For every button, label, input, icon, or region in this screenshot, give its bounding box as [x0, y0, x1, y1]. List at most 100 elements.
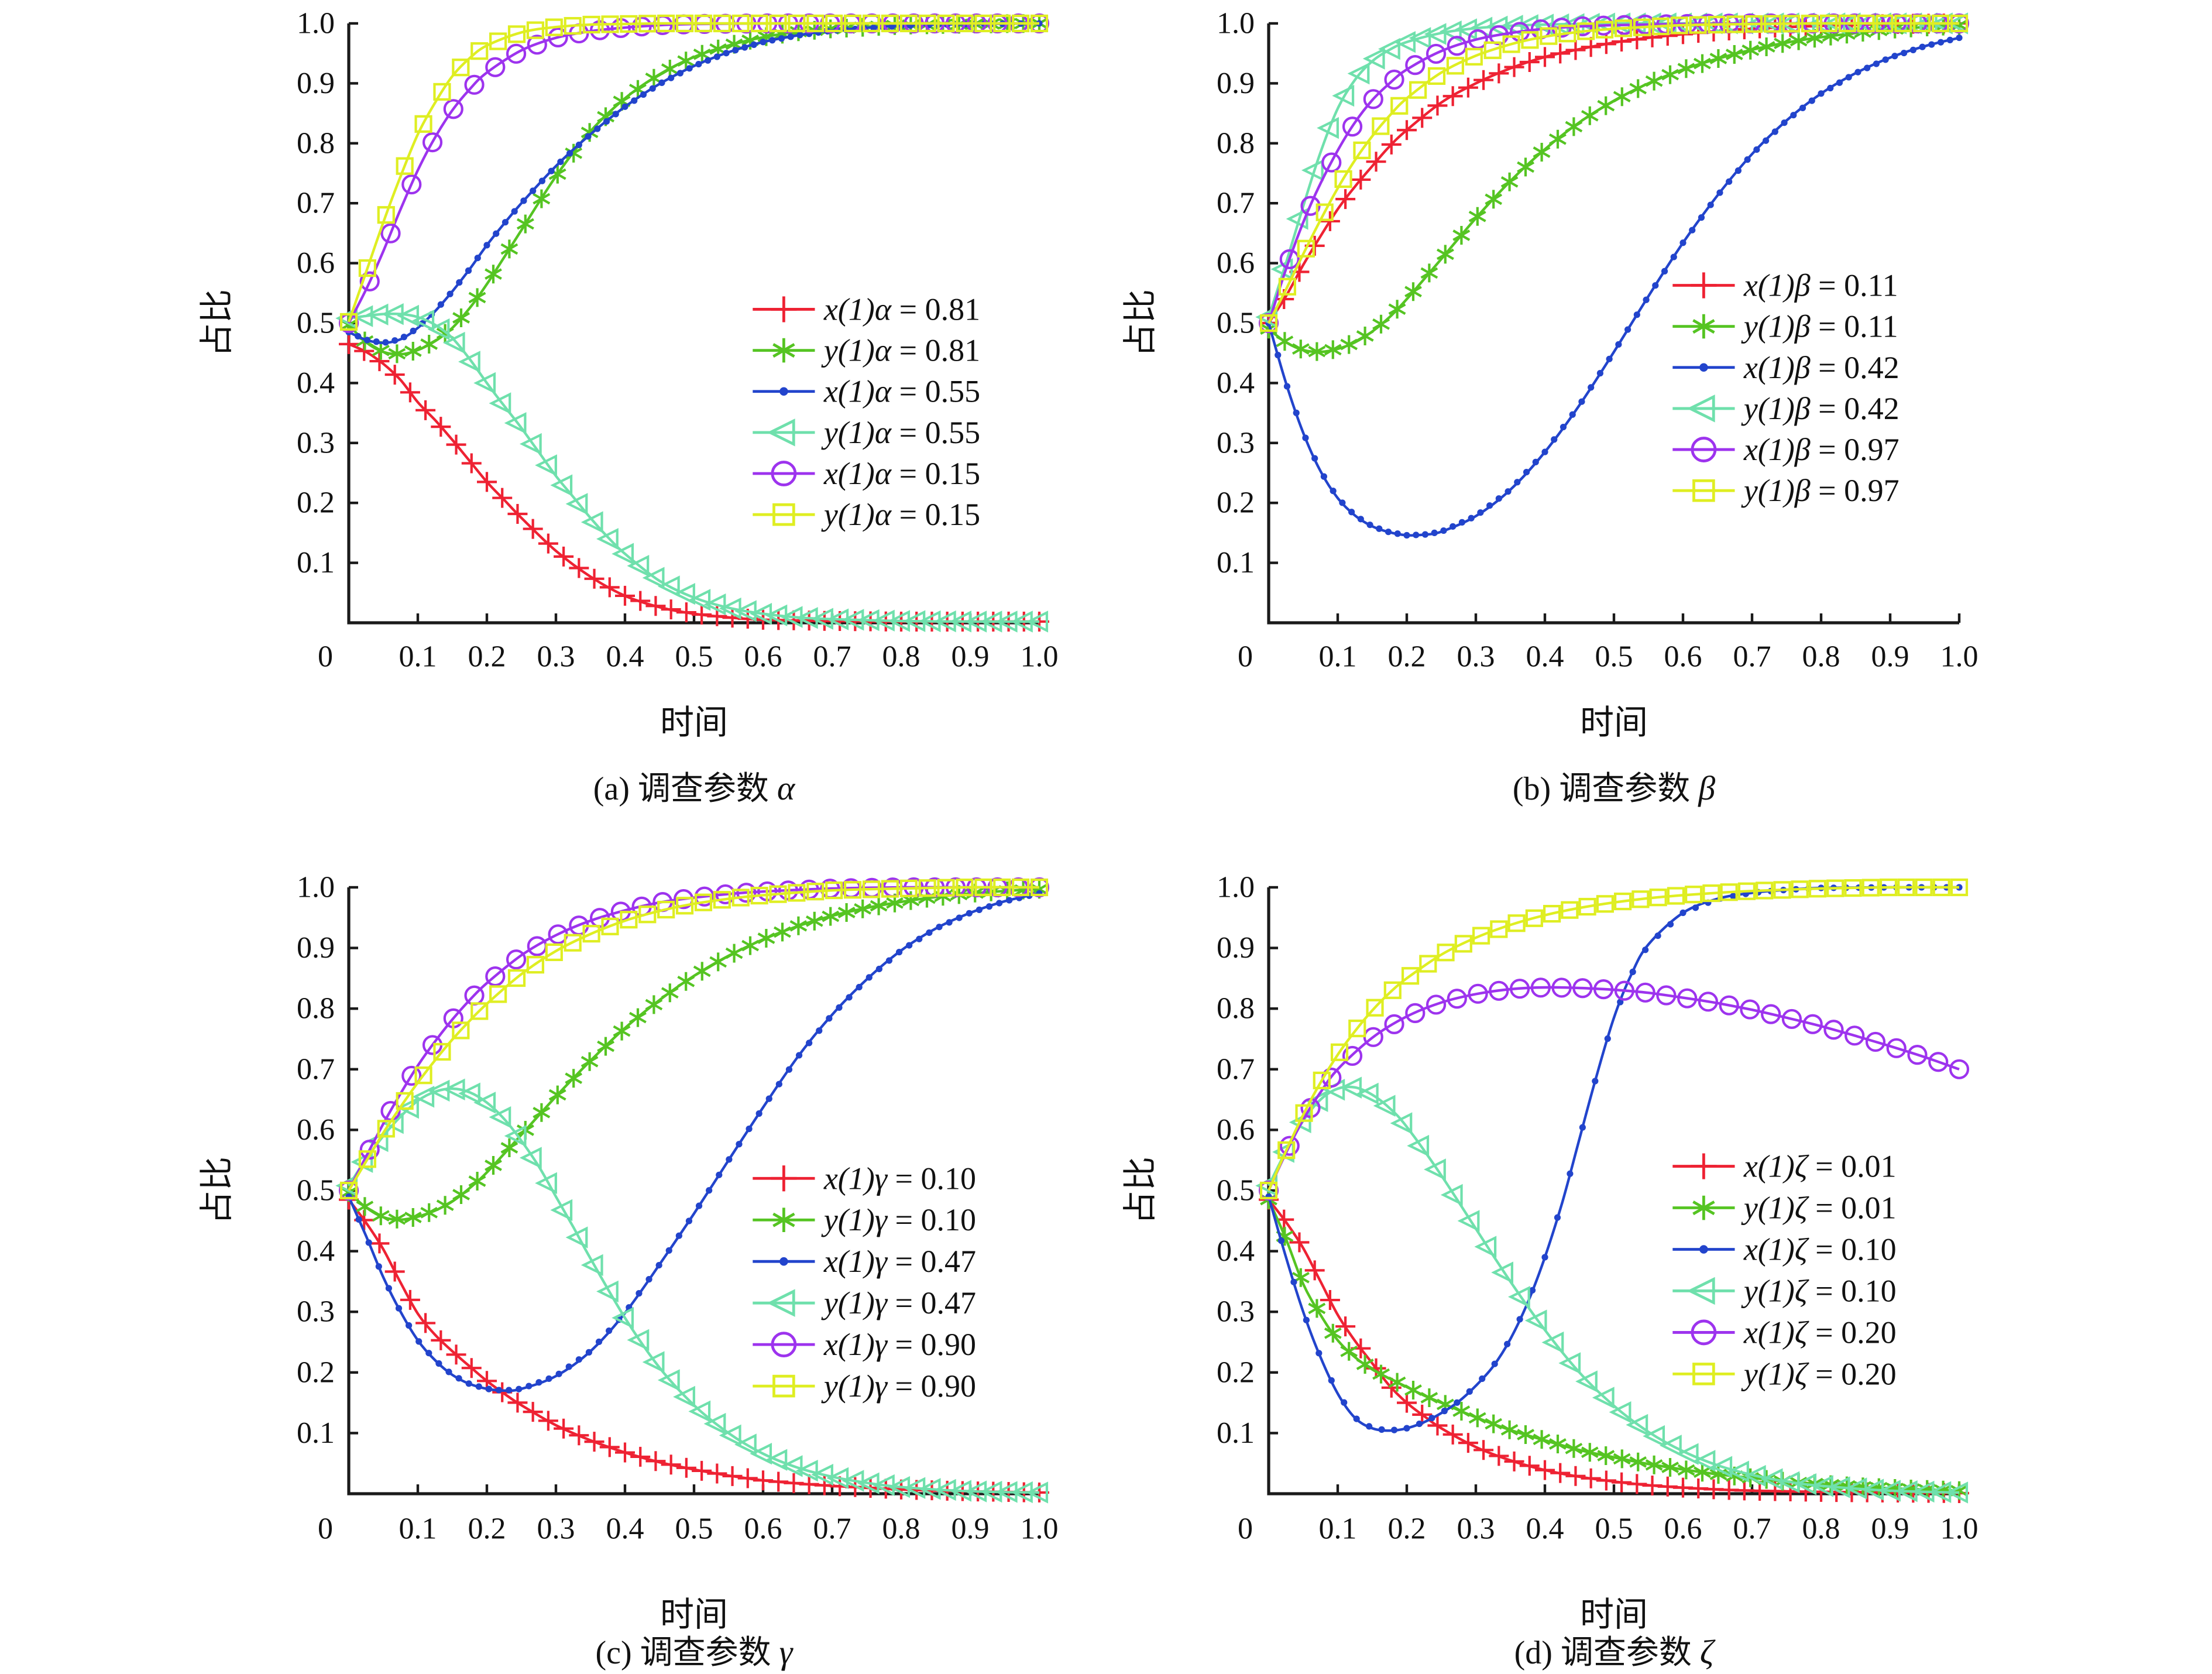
y-tick-label: 0.1 — [297, 546, 335, 579]
y-tick-label: 0.6 — [297, 246, 335, 280]
axes-a: 0 0.1 0.2 0.3 0.4 0.5 0.6 0.7 0.8 0.9 1.0 0.1 0.2 0.3… — [297, 7, 1059, 674]
caption-a-text: (a) 调查参数 — [593, 771, 769, 808]
x-tick-label: 0.6 — [1664, 640, 1702, 674]
x-tick-label: 0.4 — [606, 640, 644, 674]
x-tick-label: 0 — [318, 640, 333, 674]
legend-label: x(1)γ = 0.10 — [823, 1161, 976, 1196]
y-tick-label: 0.8 — [297, 992, 335, 1025]
subplot-c-series-3 — [335, 1078, 1049, 1504]
legend-label: x(1)α = 0.81 — [823, 291, 980, 327]
y-tick-label: 1.0 — [297, 871, 335, 904]
y-tick-label: 0.4 — [1217, 1234, 1255, 1268]
legend-label: y(1)γ = 0.90 — [821, 1368, 976, 1404]
legend-label: x(1)γ = 0.47 — [823, 1244, 976, 1279]
caption-c-text: (c) 调查参数 — [595, 1635, 771, 1672]
x-tick-label: 0.8 — [882, 640, 920, 674]
y-tick-label: 0.1 — [1217, 546, 1255, 579]
x-tick-label: 0.2 — [1388, 640, 1426, 674]
x-tick-label: 0.3 — [1457, 1512, 1495, 1546]
y-axis-label-b: 占比 — [1122, 289, 1160, 358]
legend-item: y(1)γ = 0.47 — [753, 1285, 976, 1320]
x-tick-label: 1.0 — [1021, 1512, 1059, 1546]
x-axis-label-c: 时间 — [660, 1597, 729, 1634]
legend-item: x(1)β = 0.97 — [1672, 432, 1900, 467]
legend-item: y(1)β = 0.11 — [1672, 309, 1898, 344]
x-axis-label-b: 时间 — [1579, 705, 1648, 742]
caption-b-symbol: β — [1698, 770, 1716, 808]
y-tick-label: 0.9 — [1217, 67, 1255, 100]
subplot-a: 0 0.1 0.2 0.3 0.4 0.5 0.6 0.7 0.8 0.9 1.0 0.1 0.2 0.3… — [0, 0, 1106, 835]
y-tick-label: 0.7 — [1217, 1052, 1255, 1086]
subplot-b-series-5 — [1259, 14, 1969, 332]
y-tick-label: 1.0 — [1217, 871, 1255, 904]
caption-a: (a) 调查参数 α — [593, 763, 795, 810]
legend-item: y(1)γ = 0.10 — [753, 1202, 976, 1237]
y-tick-label: 0.8 — [1217, 992, 1255, 1025]
x-tick-label: 0.7 — [1733, 1512, 1771, 1546]
legend-item: x(1)α = 0.81 — [753, 291, 980, 327]
x-tick-label: 0.3 — [1457, 640, 1495, 674]
legend-label: x(1)γ = 0.90 — [823, 1327, 976, 1362]
legend-item: x(1)β = 0.11 — [1672, 267, 1898, 303]
subplot-a-series-4 — [338, 13, 1050, 334]
x-tick-label: 0.8 — [882, 1512, 920, 1546]
x-tick-label: 0.6 — [1664, 1512, 1702, 1546]
x-tick-label: 0.5 — [675, 640, 713, 674]
subplot-c-series-5 — [339, 878, 1049, 1200]
x-tick-label: 0.1 — [1319, 1512, 1357, 1546]
subplot-d-series-5 — [1259, 878, 1969, 1200]
subplot-d-series-4 — [1258, 977, 1970, 1201]
y-tick-label: 0.2 — [297, 1356, 335, 1389]
x-tick-label: 0 — [1238, 1512, 1253, 1546]
legend-label: y(1)β = 0.11 — [1741, 309, 1898, 344]
y-tick-label: 0.2 — [297, 486, 335, 520]
legend-item: x(1)ζ = 0.20 — [1672, 1315, 1897, 1350]
legend-d: x(1)ζ = 0.01 y(1)ζ = 0.01 x(1)ζ = 0.10 y(1)… — [1672, 1149, 1897, 1391]
legend-label: x(1)ζ = 0.01 — [1743, 1149, 1897, 1184]
y-tick-label: 0.8 — [297, 126, 335, 160]
legend-item: y(1)α = 0.81 — [753, 333, 980, 368]
legend-item: y(1)β = 0.42 — [1672, 391, 1900, 426]
y-axis-label-a: 占比 — [199, 289, 236, 358]
y-tick-label: 0.9 — [297, 931, 335, 965]
y-tick-label: 0.6 — [297, 1113, 335, 1147]
x-tick-label: 0 — [318, 1512, 333, 1546]
y-tick-label: 0.5 — [297, 307, 335, 340]
subplot-d-canvas: 0 0.1 0.2 0.3 0.4 0.5 0.6 0.7 0.8 0.9 1.0 0.1 0.2 0.3… — [1217, 871, 1979, 1546]
legend-label: y(1)γ = 0.10 — [821, 1202, 976, 1237]
legend-label: y(1)β = 0.97 — [1741, 473, 1900, 508]
legend-label: x(1)α = 0.55 — [823, 374, 980, 409]
legend-label: y(1)α = 0.81 — [821, 333, 980, 368]
x-tick-label: 0.9 — [1871, 640, 1909, 674]
x-tick-label: 0.3 — [537, 640, 575, 674]
axes-b: 0 0.1 0.2 0.3 0.4 0.5 0.6 0.7 0.8 0.9 1.0 0.1 0.2 0.3… — [1217, 7, 1979, 674]
x-tick-label: 0.8 — [1802, 1512, 1840, 1546]
legend-item: y(1)β = 0.97 — [1672, 473, 1900, 508]
x-tick-label: 0.3 — [537, 1512, 575, 1546]
x-tick-label: 1.0 — [1940, 640, 1979, 674]
y-axis-label-d: 占比 — [1122, 1156, 1160, 1225]
x-tick-label: 0.8 — [1802, 640, 1840, 674]
y-tick-label: 0.3 — [1217, 1295, 1255, 1329]
x-tick-label: 0.2 — [468, 1512, 506, 1546]
x-tick-label: 0.2 — [468, 640, 506, 674]
x-tick-label: 0.9 — [1871, 1512, 1909, 1546]
y-tick-label: 0.2 — [1217, 486, 1255, 520]
x-tick-label: 0.4 — [606, 1512, 644, 1546]
x-tick-label: 0.6 — [744, 640, 782, 674]
y-tick-label: 0.2 — [1217, 1356, 1255, 1389]
y-tick-label: 0.5 — [297, 1174, 335, 1208]
legend-item: y(1)ζ = 0.01 — [1672, 1191, 1897, 1226]
y-tick-label: 0.5 — [1217, 1174, 1255, 1208]
x-tick-label: 0.9 — [952, 640, 990, 674]
y-tick-label: 0.7 — [297, 1052, 335, 1086]
legend-label: y(1)ζ = 0.10 — [1741, 1273, 1897, 1308]
legend-item: x(1)γ = 0.47 — [753, 1244, 976, 1279]
caption-d-text: (d) 调查参数 — [1514, 1635, 1692, 1672]
caption-b-text: (b) 调查参数 — [1512, 771, 1691, 808]
y-tick-label: 0.1 — [297, 1416, 335, 1450]
legend-label: y(1)ζ = 0.20 — [1741, 1356, 1897, 1391]
x-tick-label: 0.5 — [1595, 1512, 1633, 1546]
y-tick-label: 0.3 — [297, 426, 335, 459]
